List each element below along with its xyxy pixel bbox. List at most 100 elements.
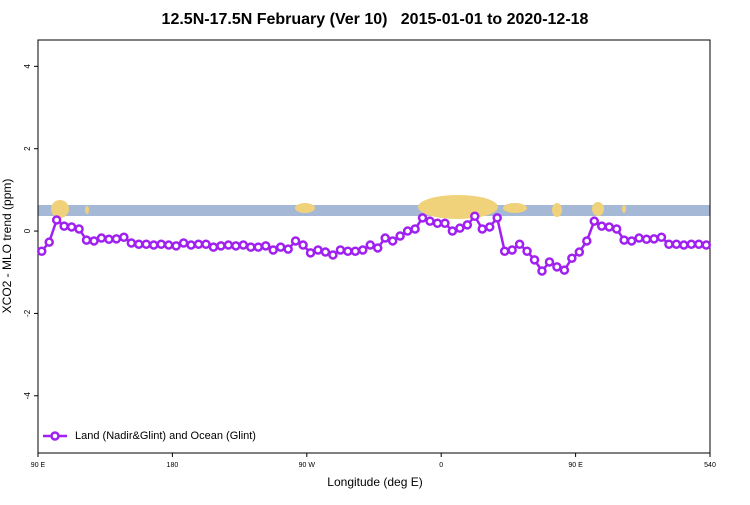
data-point: [596, 221, 607, 231]
data-point: [395, 231, 405, 241]
data-point: [253, 242, 264, 252]
chart-title: 12.5N-17.5N February (Ver 10) 2015-01-01…: [162, 11, 589, 28]
data-point: [208, 242, 219, 252]
data-point: [171, 241, 181, 251]
data-point: [126, 238, 137, 248]
land: [51, 200, 69, 218]
data-point: [522, 246, 532, 256]
data-point: [358, 245, 368, 255]
data-point: [477, 224, 488, 234]
data-point: [186, 240, 196, 250]
data-point: [81, 235, 92, 245]
data-point: [402, 226, 413, 236]
data-point: [238, 240, 249, 250]
data-point: [380, 233, 390, 243]
data-point: [178, 238, 189, 248]
data-point: [119, 232, 129, 242]
data-point: [104, 234, 114, 245]
x-tick-label: 90 E: [568, 462, 583, 469]
data-point: [574, 247, 585, 257]
data-point: [559, 265, 570, 275]
data-point: [201, 239, 211, 249]
data-point: [410, 224, 420, 234]
land: [85, 206, 89, 214]
data-point: [231, 241, 241, 251]
data-point: [313, 245, 323, 255]
data-point: [425, 216, 435, 226]
data-point: [641, 234, 652, 245]
y-tick-label: -4: [23, 392, 32, 400]
data-point: [671, 239, 682, 249]
data-point: [694, 239, 704, 249]
data-point: [470, 211, 480, 221]
data-point: [290, 236, 301, 246]
land: [295, 203, 315, 213]
data-point: [447, 226, 458, 236]
data-point: [619, 235, 629, 245]
data-point: [656, 232, 667, 242]
data-point: [96, 233, 107, 243]
data-point: [305, 248, 316, 258]
data-point: [59, 221, 69, 231]
data-point: [440, 218, 450, 228]
data-point: [514, 239, 525, 249]
data-point: [148, 240, 159, 250]
x-axis-label: Longitude (deg E): [327, 475, 422, 489]
data-point: [328, 250, 338, 260]
data-point: [223, 240, 234, 250]
data-point: [537, 266, 547, 276]
data-point: [484, 222, 495, 232]
data-point: [686, 239, 697, 249]
x-tick-label: 90 W: [299, 462, 316, 469]
data-point: [283, 244, 293, 254]
data-point: [567, 253, 577, 263]
data-point: [552, 262, 562, 272]
land: [418, 195, 498, 219]
data-point: [604, 222, 614, 232]
y-tick-label: 2: [23, 146, 32, 151]
data-point: [298, 240, 308, 250]
y-tick-label: -2: [23, 309, 32, 317]
data-point: [634, 233, 644, 243]
data-point: [66, 222, 77, 232]
data-point: [44, 237, 54, 247]
data-point: [417, 213, 428, 223]
data-point: [664, 239, 674, 249]
data-point: [260, 241, 271, 251]
data-point: [51, 215, 62, 225]
data-point: [74, 224, 84, 234]
data-point: [36, 246, 47, 256]
legend-label: Land (Nadir&Glint) and Ocean (Glint): [75, 430, 256, 442]
data-point: [350, 246, 361, 256]
land: [592, 202, 604, 216]
data-point: [268, 245, 278, 255]
legend-marker: [50, 431, 60, 441]
x-tick-label: 540: [704, 462, 716, 469]
land: [552, 203, 562, 217]
data-point: [335, 245, 346, 255]
data-point: [544, 257, 555, 267]
data-point: [589, 216, 600, 226]
x-tick-label: 180: [167, 462, 179, 469]
data-point: [193, 239, 204, 249]
x-tick-label: 0: [439, 462, 443, 469]
x-tick-label: 90 E: [31, 462, 46, 469]
data-point: [343, 246, 353, 256]
land: [622, 205, 626, 213]
data-point: [582, 236, 592, 246]
data-point: [163, 240, 174, 250]
data-point: [507, 245, 517, 255]
y-tick-label: 0: [23, 228, 32, 233]
data-point: [89, 236, 99, 246]
data-point: [462, 220, 473, 230]
y-axis-label: XCO2 - MLO trend (ppm): [0, 179, 14, 314]
data-point: [701, 240, 712, 250]
data-point: [320, 247, 331, 257]
data-point: [455, 223, 465, 233]
data-point: [365, 240, 376, 250]
data-point: [679, 240, 689, 250]
data-point: [372, 243, 383, 253]
data-point: [216, 241, 226, 251]
data-point: [499, 246, 510, 256]
data-point: [141, 239, 152, 249]
